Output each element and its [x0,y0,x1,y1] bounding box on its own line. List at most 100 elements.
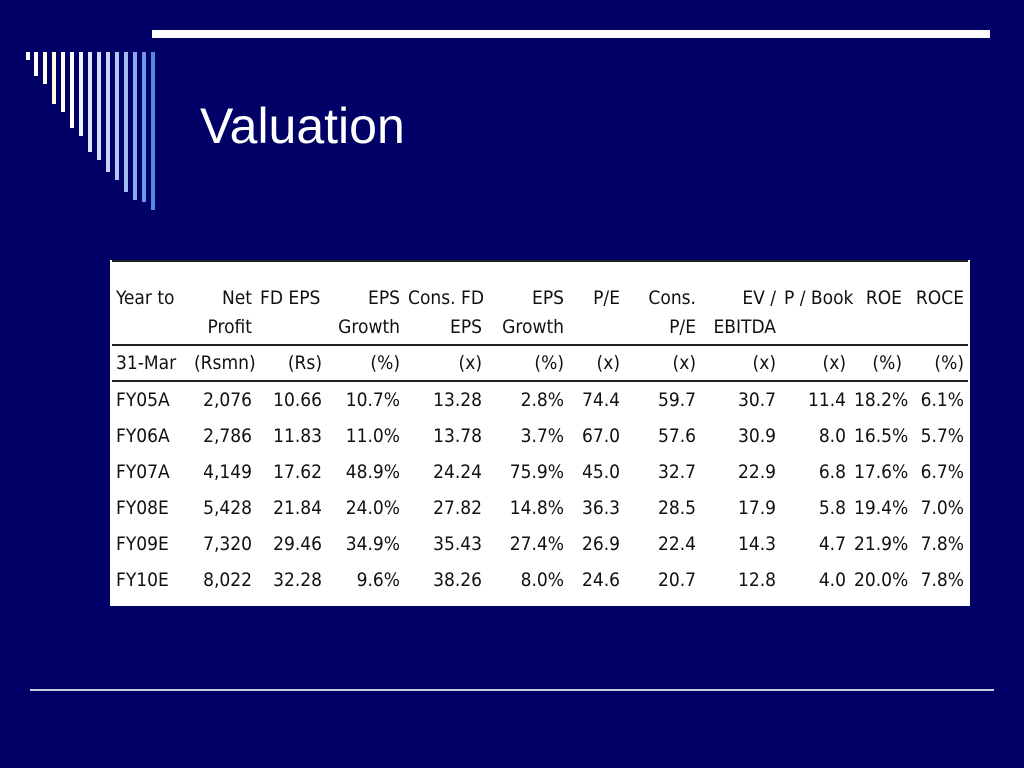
table-cell: 59.7 [657,389,696,411]
table-cell: 6.7% [920,461,964,483]
table-cell: 34.9% [345,533,400,555]
table-cell: 16.5% [854,425,909,447]
table-cell: 10.66 [273,389,322,411]
col-header: ROCE [906,260,968,345]
table-cell: 8,022 [203,569,252,591]
table-cell: 6.8 [818,461,846,483]
table-cell: 13.28 [433,389,482,411]
table-cell: 2.8% [520,389,564,411]
col-header: Cons. P/E [624,260,700,345]
unit-header: (x) [624,344,700,382]
table-cell: 5.7% [920,425,964,447]
table-cell: 8.0 [818,425,846,447]
table-cell: 38.26 [433,569,482,591]
top-rule [152,30,990,38]
table-cell: 21.84 [273,497,322,519]
table-cell: 5.8 [818,497,846,519]
table-row: FY09E 7,320 29.46 34.9% 35.43 27.4% 26.9 22.4 14… [112,526,968,562]
table-cell: 2,076 [203,389,252,411]
table-cell: 20.7 [657,569,696,591]
table-cell: 45.0 [581,461,620,483]
table-cell: 11.0% [345,425,400,447]
table-cell: 18.2% [854,389,909,411]
table-cell: 17.62 [273,461,322,483]
col-header: EPS Growth [486,260,568,345]
table-cell: 9.6% [356,569,400,591]
unit-header: (Rs) [256,344,326,382]
unit-header: (%) [906,344,968,382]
unit-header: (x) [700,344,780,382]
table-cell: 30.9 [737,425,776,447]
unit-header: 31-Mar [112,344,190,382]
table-cell: 24.24 [433,461,482,483]
col-header: ROE [850,260,906,345]
col-header: Year to [112,260,190,345]
unit-header: (x) [568,344,624,382]
table-cell: 10.7% [345,389,400,411]
unit-header: (%) [486,344,568,382]
table-cell: 13.78 [433,425,482,447]
row-label: FY05A [116,389,170,411]
table-cell: 29.46 [273,533,322,555]
table-cell: 4.7 [818,533,846,555]
unit-header: (%) [326,344,404,382]
col-header: Net Profit [190,260,256,345]
table-row: FY06A 2,786 11.83 11.0% 13.78 3.7% 67.0 57.6 30.… [112,418,968,454]
col-header: P/E [568,260,624,345]
row-label: FY09E [116,533,169,555]
table-cell: 7.8% [920,533,964,555]
valuation-table-container: Year to Net Profit FD EPS EPS Growth Cons.… [110,260,970,606]
table-row: FY10E 8,022 32.28 9.6% 38.26 8.0% 24.6 20.7 12.8… [112,562,968,598]
table-cell: 6.1% [920,389,964,411]
table-cell: 67.0 [581,425,620,447]
table-cell: 24.0% [345,497,400,519]
header-row-labels: Year to Net Profit FD EPS EPS Growth Cons.… [112,260,968,345]
table-cell: 26.9 [581,533,620,555]
col-header: P / Book [780,260,853,345]
valuation-table: Year to Net Profit FD EPS EPS Growth Cons.… [112,260,968,598]
table-cell: 7.8% [920,569,964,591]
table-cell: 2,786 [203,425,252,447]
decorative-bars-icon [26,52,155,210]
table-cell: 24.6 [581,569,620,591]
row-label: FY08E [116,497,169,519]
table-cell: 14.8% [509,497,564,519]
unit-header: (%) [850,344,906,382]
header-row-units: 31-Mar (Rsmn) (Rs) (%) (x) (%) (x) (x) (… [112,344,968,382]
table-cell: 21.9% [854,533,909,555]
table-cell: 11.83 [273,425,322,447]
table-cell: 48.9% [345,461,400,483]
table-cell: 4.0 [818,569,846,591]
bottom-rule [30,689,994,691]
col-header: Cons. FD EPS [404,260,486,345]
table-row: FY08E 5,428 21.84 24.0% 27.82 14.8% 36.3 28.5 17… [112,490,968,526]
row-label: FY10E [116,569,169,591]
table-cell: 32.28 [273,569,322,591]
table-cell: 74.4 [581,389,620,411]
table-cell: 27.4% [509,533,564,555]
table-cell: 14.3 [737,533,776,555]
table-cell: 22.4 [657,533,696,555]
table-cell: 7.0% [920,497,964,519]
table-cell: 11.4 [807,389,846,411]
table-cell: 17.9 [737,497,776,519]
table-cell: 30.7 [737,389,776,411]
table-cell: 5,428 [203,497,252,519]
table-cell: 36.3 [581,497,620,519]
table-cell: 75.9% [509,461,564,483]
table-cell: 4,149 [203,461,252,483]
col-header: FD EPS [256,260,326,345]
unit-header: (Rsmn) [190,344,256,382]
table-cell: 8.0% [520,569,564,591]
table-cell: 3.7% [520,425,564,447]
slide-title: Valuation [200,98,405,154]
table-cell: 27.82 [433,497,482,519]
table-cell: 12.8 [737,569,776,591]
table-cell: 20.0% [854,569,909,591]
unit-header: (x) [780,344,850,382]
col-header: EV / EBITDA [700,260,780,345]
table-cell: 19.4% [854,497,909,519]
table-cell: 35.43 [433,533,482,555]
table-cell: 57.6 [657,425,696,447]
table-cell: 22.9 [737,461,776,483]
